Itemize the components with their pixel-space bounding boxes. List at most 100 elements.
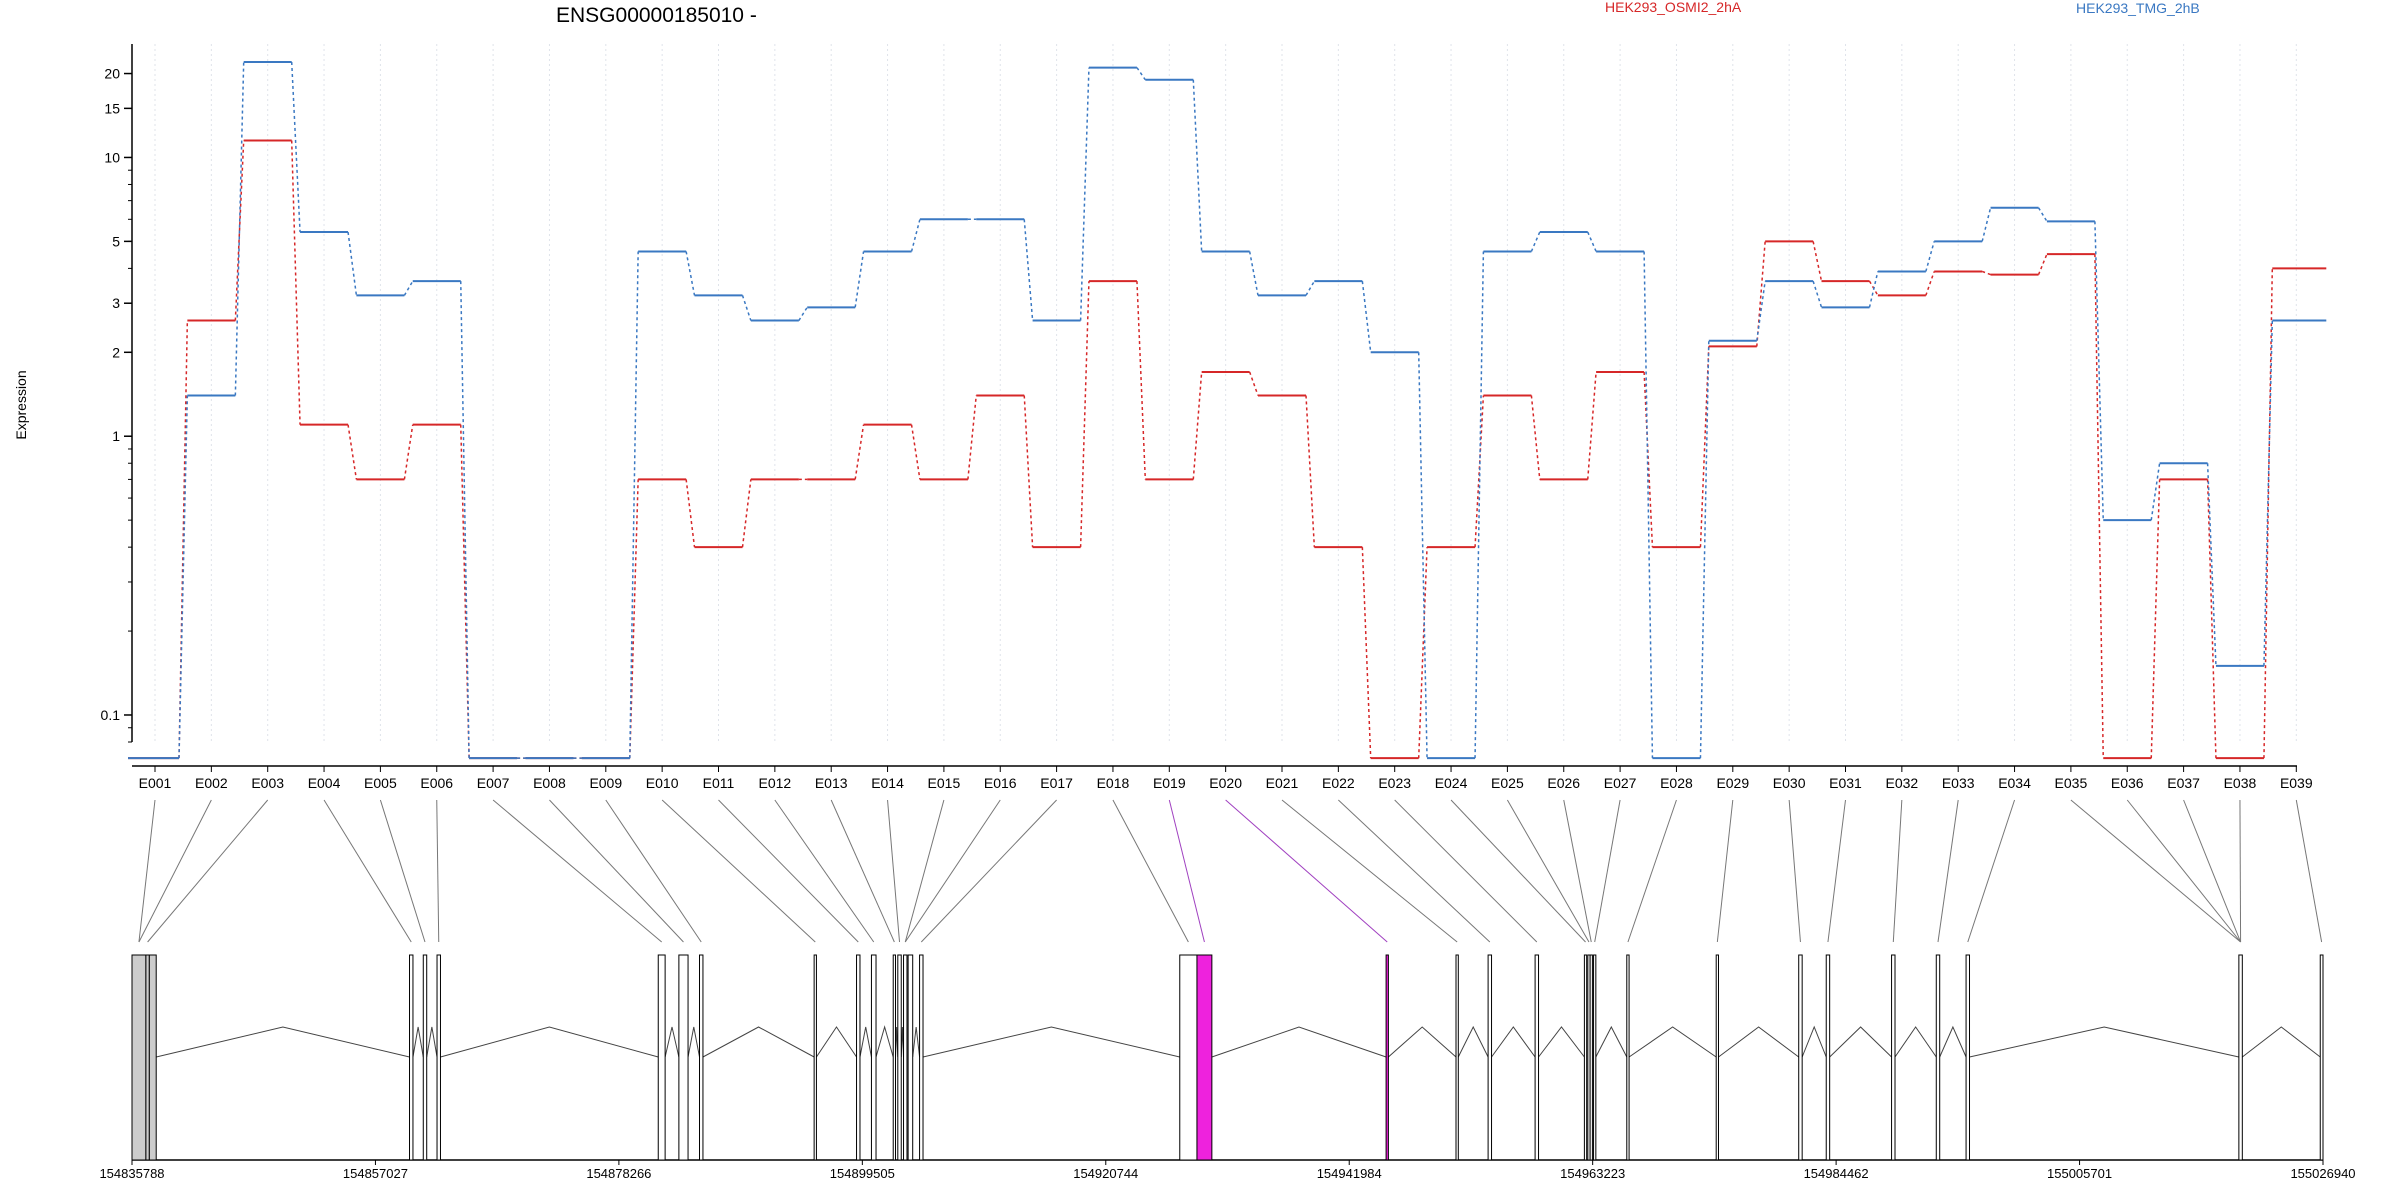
x-tick-label: E004	[308, 775, 341, 791]
series-layer	[128, 61, 2327, 760]
x-tick-label: E020	[1209, 775, 1242, 791]
chart-title: ENSG00000185010 -	[556, 4, 757, 27]
series-1-transition	[1023, 395, 1034, 548]
x-tick-label: E032	[1885, 775, 1918, 791]
series-2-transition	[347, 231, 358, 296]
exon-box	[678, 954, 689, 1161]
connector-line-e008	[549, 799, 684, 943]
series-2-transition	[910, 219, 921, 252]
x-tick-label: E010	[646, 775, 679, 791]
series-1-transition	[2263, 268, 2274, 759]
x-tick-label: E038	[2224, 775, 2257, 791]
series-2-transition	[1643, 251, 1654, 759]
exon-box	[1593, 954, 1597, 1161]
connector-line-e013	[830, 799, 895, 943]
series-2-transition	[1305, 280, 1315, 296]
series-2-transition	[1023, 219, 1034, 321]
x-tick-label: E006	[420, 775, 453, 791]
connector-line-e038	[2239, 799, 2242, 943]
series-2-transition	[1981, 207, 1992, 242]
intron-line	[859, 1026, 872, 1058]
intron-line	[2242, 1026, 2321, 1058]
coordinate-label: 154963223	[1560, 1166, 1625, 1181]
intron-line	[426, 1026, 438, 1058]
x-tick-label: E022	[1322, 775, 1355, 791]
intron-line	[1939, 1025, 1967, 1058]
connector-line-e029	[1716, 799, 1734, 943]
exon-box	[919, 954, 924, 1161]
series-1-transition	[741, 479, 752, 548]
exon-box	[1715, 954, 1719, 1161]
connector-line-e028	[1627, 799, 1677, 943]
intron-line	[1457, 1025, 1489, 1058]
exon-box	[131, 954, 147, 1161]
gene-track: 154835788 154857027 154878266 154899505 1549…	[99, 954, 2356, 1181]
intron-line	[912, 1026, 921, 1058]
connector-line-e031	[1827, 799, 1846, 943]
x-tick-label: E017	[1040, 775, 1073, 791]
intron-line	[1595, 1025, 1628, 1058]
series-2-transition	[685, 251, 696, 296]
connector-line-e033	[1937, 799, 1959, 943]
series-1-transition	[1925, 271, 1935, 296]
exon-box	[1455, 954, 1459, 1161]
x-tick-label: E003	[251, 775, 284, 791]
connector-line-e014	[887, 799, 901, 943]
series-2-transition	[629, 251, 639, 759]
series-2-transition	[854, 251, 865, 308]
exon-box	[145, 954, 150, 1161]
series-1-transition	[854, 424, 865, 480]
series-2-transition	[1136, 67, 1146, 81]
y-axis-label: Expression	[13, 370, 29, 439]
series-2-transition	[1474, 251, 1485, 759]
coordinate-label: 155026940	[2290, 1166, 2355, 1181]
x-tick-label: E005	[364, 775, 397, 791]
series-1-transition	[2206, 479, 2217, 759]
series-1-transition	[234, 140, 245, 321]
connector-line-e018	[1112, 799, 1189, 943]
connector-line-e039	[2295, 799, 2323, 943]
series-1-transition	[1587, 371, 1597, 480]
y-tick-label: 3	[112, 295, 120, 311]
intron-line	[1388, 1026, 1457, 1058]
series-1-transition	[1981, 270, 1991, 276]
series-2-transition	[2094, 221, 2104, 521]
series-2-transition	[741, 295, 752, 321]
x-tick-label: E008	[533, 775, 566, 791]
exon-box	[699, 954, 704, 1161]
exon-box	[1935, 954, 1941, 1161]
series-2-transition	[234, 61, 245, 396]
y-tick-label: 0.1	[101, 707, 121, 723]
series-1-transition	[1812, 241, 1823, 282]
x-tick-label: E029	[1716, 775, 1749, 791]
series-1-transition	[403, 424, 414, 480]
series-1-transition	[685, 479, 696, 548]
coordinate-label: 155005701	[2047, 1166, 2112, 1181]
intron-line	[440, 1026, 659, 1058]
connector-line-e019	[1168, 799, 1205, 943]
series-2-transition	[1530, 231, 1541, 252]
exon-box	[1487, 954, 1493, 1161]
series-1-transition	[1248, 371, 1259, 396]
connector-line-e021	[1281, 799, 1458, 943]
intron-line	[687, 1026, 701, 1058]
series-2-transition	[1361, 281, 1372, 353]
exon-box	[409, 954, 414, 1161]
exon-box	[1385, 954, 1389, 1161]
series-2-transition	[1248, 251, 1259, 296]
intron-line	[875, 1025, 894, 1058]
exon-box	[1589, 954, 1593, 1161]
x-tick-label: E027	[1604, 775, 1637, 791]
series-1-transition	[2094, 254, 2104, 759]
series-1	[128, 139, 2327, 760]
grid-lines	[154, 44, 2297, 742]
x-tick-label: E031	[1829, 775, 1862, 791]
exon-box	[1798, 954, 1803, 1161]
intron-line	[1894, 1026, 1937, 1058]
exon-box	[422, 954, 428, 1161]
connector-line-e007	[492, 799, 663, 943]
connector-line-e025	[1506, 799, 1590, 943]
x-tick-label: E001	[139, 775, 172, 791]
coordinate-label: 154941984	[1317, 1166, 1382, 1181]
